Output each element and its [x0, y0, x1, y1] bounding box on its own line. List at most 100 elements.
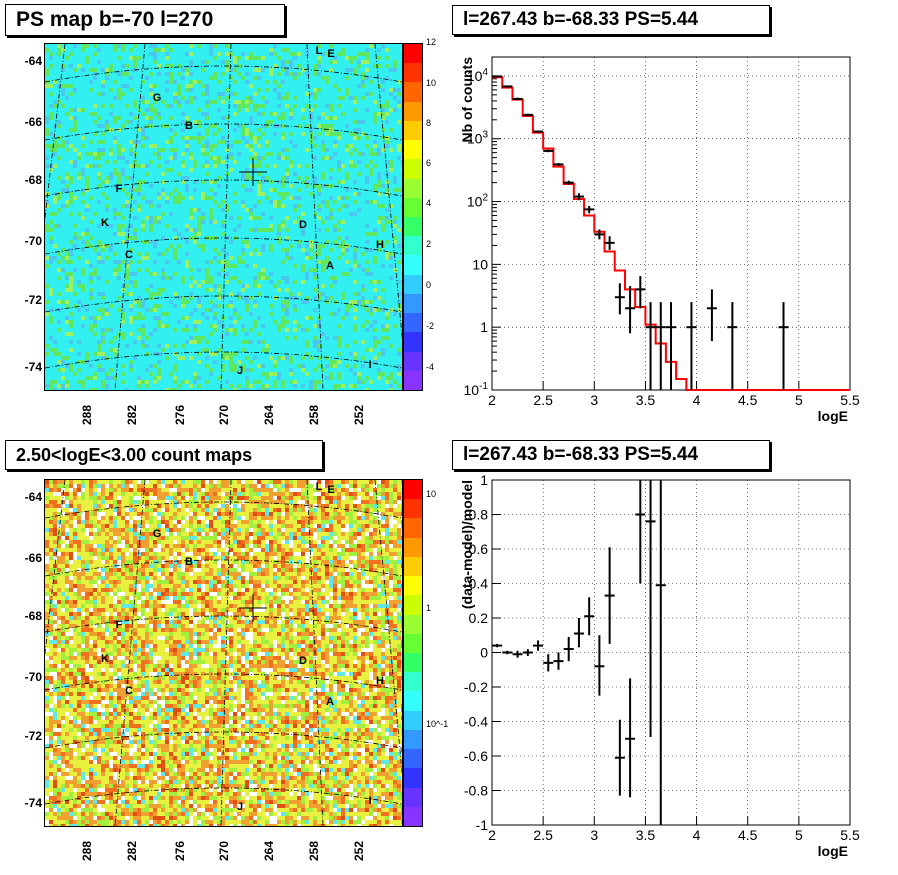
x-tick-label: 5 [795, 827, 803, 843]
x-tick-label: 3 [590, 827, 598, 843]
source-label-c: C [125, 685, 133, 697]
source-label-b: B [185, 556, 193, 568]
lon-label: 282 [125, 831, 141, 861]
data-point [523, 114, 533, 116]
lat-label: -66 [8, 115, 42, 129]
palette-cell [404, 711, 422, 730]
source-label-b: B [185, 120, 193, 132]
palette-cell [404, 538, 422, 557]
palette-cell [404, 179, 422, 198]
palette-cell [404, 236, 422, 255]
palette-cell [404, 672, 422, 691]
lon-label: 270 [217, 831, 233, 861]
data-point [533, 131, 543, 133]
palette-label: 1 [426, 603, 431, 613]
lat-label: -72 [8, 729, 42, 743]
palette-cell [404, 255, 422, 274]
lon-label: 276 [173, 395, 189, 425]
y-axis-title: Nb of counts [459, 57, 475, 143]
lon-label: 288 [80, 831, 96, 861]
source-label-i: I [368, 795, 371, 807]
lon-label: 276 [173, 831, 189, 861]
x-tick-label: 4 [693, 392, 701, 408]
source-label-l: L [316, 45, 323, 57]
source-label-h: H [376, 239, 384, 251]
palette-cell [404, 691, 422, 710]
data-point [513, 98, 523, 101]
y-tick-label: 1 [480, 472, 488, 488]
source-label-g: G [153, 92, 162, 104]
lon-label: 270 [217, 395, 233, 425]
ps-map-title: PS map b=-70 l=270 [5, 4, 285, 36]
palette-cell [404, 576, 422, 595]
lat-label: -66 [8, 551, 42, 565]
lat-label: -72 [8, 293, 42, 307]
palette-cell [404, 807, 422, 826]
palette-label: 10 [426, 78, 436, 88]
palette-label: 10 [426, 489, 436, 499]
lat-label: -64 [8, 490, 42, 504]
palette-cell [404, 82, 422, 101]
y-tick-label: -0.6 [464, 748, 488, 764]
y-tick-label: 102 [467, 193, 489, 210]
count-map-title: 2.50<logE<3.00 count maps [5, 440, 323, 470]
ps-palette [403, 43, 423, 391]
palette-cell [404, 557, 422, 576]
data-point [492, 76, 502, 77]
palette-cell [404, 499, 422, 518]
palette-cell [404, 294, 422, 313]
x-axis-title: logE [818, 843, 848, 859]
palette-cell [404, 275, 422, 294]
lon-label: 258 [307, 831, 323, 861]
palette-cell [404, 159, 422, 178]
lat-label: -64 [8, 54, 42, 68]
palette-cell [404, 788, 422, 807]
y-tick-label: 10-1 [464, 381, 489, 398]
palette-cell [404, 44, 422, 63]
source-label-a: A [326, 696, 334, 708]
x-tick-label: 2 [488, 827, 496, 843]
source-label-e: E [327, 48, 334, 60]
lat-label: -74 [8, 796, 42, 810]
y-tick-label: 0 [480, 645, 488, 661]
palette-cell [404, 730, 422, 749]
palette-label: -4 [426, 362, 434, 372]
y-tick-label: 10 [472, 256, 488, 272]
y-tick-label: -1 [476, 817, 489, 833]
lat-label: -68 [8, 609, 42, 623]
x-tick-label: 4 [693, 827, 701, 843]
palette-cell [404, 121, 422, 140]
palette-label: -2 [426, 321, 434, 331]
lon-label: 264 [262, 395, 278, 425]
x-tick-label: 2 [488, 392, 496, 408]
palette-cell [404, 634, 422, 653]
palette-cell [404, 615, 422, 634]
source-label-l: L [316, 481, 323, 493]
y-tick-label: 0.2 [469, 610, 489, 626]
data-point [502, 86, 512, 88]
source-label-j: J [237, 801, 243, 813]
palette-cell [404, 768, 422, 787]
palette-cell [404, 371, 422, 390]
palette-cell [404, 198, 422, 217]
palette-cell [404, 518, 422, 537]
source-label-d: D [299, 219, 307, 231]
lat-label: -74 [8, 360, 42, 374]
data-point [543, 150, 553, 153]
palette-label: 0 [426, 280, 431, 290]
y-tick-label: -0.4 [464, 714, 488, 730]
lon-label: 282 [125, 395, 141, 425]
y-axis-title: (data-model)/model [459, 480, 475, 609]
y-tick-label: -0.2 [464, 679, 488, 695]
x-tick-label: 4.5 [738, 827, 758, 843]
lon-label: 264 [262, 831, 278, 861]
palette-cell [404, 140, 422, 159]
source-label-g: G [153, 528, 162, 540]
source-label-f: F [116, 183, 123, 195]
lat-label: -68 [8, 173, 42, 187]
palette-label: 12 [426, 37, 436, 47]
